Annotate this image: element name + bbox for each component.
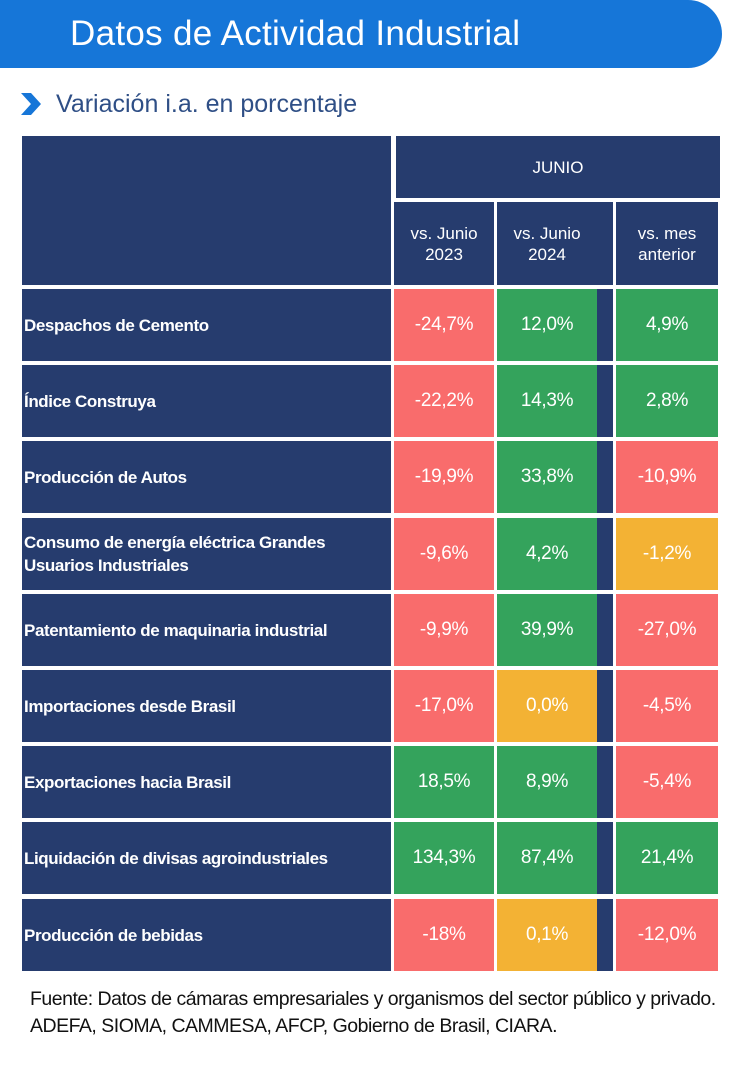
column-separator <box>597 289 613 361</box>
value-cell: 0,1% <box>497 899 597 971</box>
group-header: JUNIO <box>396 136 720 198</box>
value-cell: -5,4% <box>616 746 718 818</box>
row-label: Consumo de energía eléctrica Grandes Usu… <box>22 518 391 590</box>
row-label: Exportaciones hacia Brasil <box>22 746 391 818</box>
value-cell: 134,3% <box>394 822 494 894</box>
subtitle: Variación i.a. en porcentaje <box>56 89 358 118</box>
column-separator <box>597 746 613 818</box>
value-cell: -19,9% <box>394 441 494 513</box>
value-cell: -9,9% <box>394 594 494 666</box>
chevron-right-icon <box>21 93 41 115</box>
value-cell: -12,0% <box>616 899 718 971</box>
value-cell: -10,9% <box>616 441 718 513</box>
value-cell: -27,0% <box>616 594 718 666</box>
source-note: Fuente: Datos de cámaras empresariales y… <box>30 988 716 1037</box>
page-title: Datos de Actividad Industrial <box>70 14 521 53</box>
value-cell: 18,5% <box>394 746 494 818</box>
value-cell: 14,3% <box>497 365 597 437</box>
value-cell: -22,2% <box>394 365 494 437</box>
row-label: Importaciones desde Brasil <box>22 670 391 742</box>
column-header: vs. Junio 2024 <box>497 202 597 285</box>
value-cell: -18% <box>394 899 494 971</box>
value-cell: 12,0% <box>497 289 597 361</box>
header-label-block <box>22 136 391 285</box>
value-cell: 4,9% <box>616 289 718 361</box>
value-cell: 33,8% <box>497 441 597 513</box>
value-cell: 87,4% <box>497 822 597 894</box>
value-cell: 39,9% <box>497 594 597 666</box>
value-cell: 4,2% <box>497 518 597 590</box>
value-cell: 21,4% <box>616 822 718 894</box>
row-label: Producción de bebidas <box>22 899 391 971</box>
row-label: Patentamiento de maquinaria industrial <box>22 594 391 666</box>
column-separator <box>597 202 613 285</box>
value-cell: 2,8% <box>616 365 718 437</box>
value-cell: 8,9% <box>497 746 597 818</box>
row-label: Índice Construya <box>22 365 391 437</box>
column-separator <box>597 365 613 437</box>
column-separator <box>597 441 613 513</box>
row-label: Producción de Autos <box>22 441 391 513</box>
column-separator <box>597 822 613 894</box>
value-cell: -24,7% <box>394 289 494 361</box>
row-label: Despachos de Cemento <box>22 289 391 361</box>
value-cell: 0,0% <box>497 670 597 742</box>
column-separator <box>597 670 613 742</box>
value-cell: -1,2% <box>616 518 718 590</box>
subtitle-row: Variación i.a. en porcentaje <box>16 86 357 122</box>
value-cell: -9,6% <box>394 518 494 590</box>
column-separator <box>597 594 613 666</box>
column-header: vs. mes anterior <box>616 202 718 285</box>
column-separator <box>597 518 613 590</box>
value-cell: -17,0% <box>394 670 494 742</box>
value-cell: -4,5% <box>616 670 718 742</box>
title-banner: Datos de Actividad Industrial <box>0 0 722 68</box>
column-separator <box>597 899 613 971</box>
row-label: Liquidación de divisas agroindustriales <box>22 822 391 894</box>
column-header: vs. Junio 2023 <box>394 202 494 285</box>
